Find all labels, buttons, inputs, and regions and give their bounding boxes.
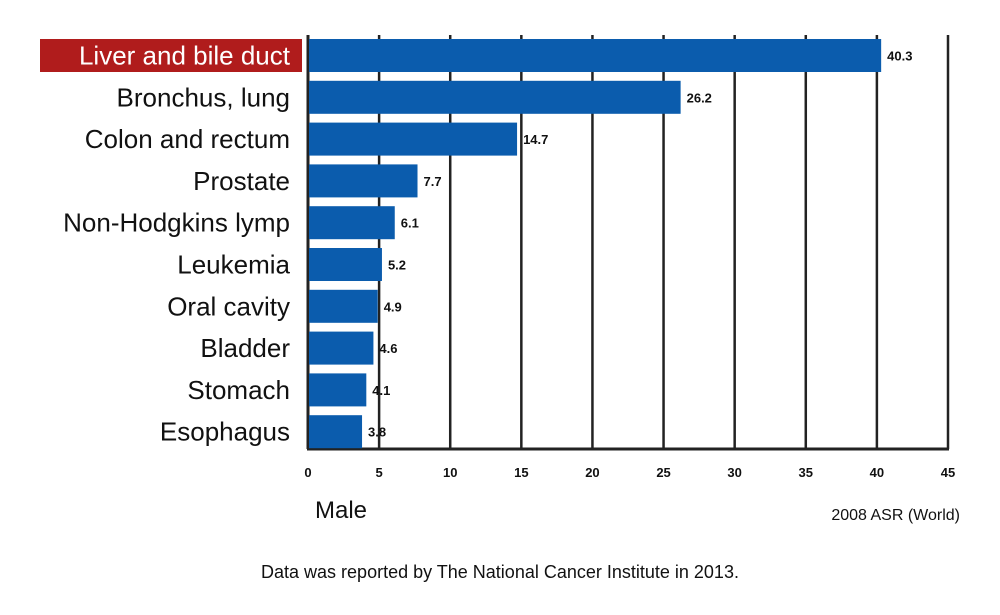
category-label-bladder: Bladder	[200, 333, 290, 363]
value-label-prostate: 7.7	[424, 174, 442, 189]
value-label-oral-cavity: 4.9	[384, 299, 402, 314]
bar-liver-and-bile-duct	[309, 39, 882, 72]
x-tick-label-30: 30	[727, 465, 741, 480]
unit-label: 2008 ASR (World)	[831, 507, 960, 524]
x-tick-label-40: 40	[870, 465, 884, 480]
category-label-oral-cavity: Oral cavity	[167, 291, 290, 321]
bar-layer	[309, 39, 882, 449]
bar-bronchus-lung	[309, 80, 681, 114]
bar-oral-cavity	[309, 289, 378, 323]
x-tick-label-0: 0	[304, 465, 311, 480]
bar-colon-and-rectum	[309, 122, 518, 156]
x-tick-label-5: 5	[375, 465, 382, 480]
category-label-prostate: Prostate	[193, 166, 290, 196]
value-label-esophagus: 3.8	[368, 425, 386, 440]
category-label-stomach: Stomach	[187, 375, 290, 405]
value-label-colon-and-rectum: 14.7	[523, 132, 548, 147]
bar-prostate	[309, 164, 418, 198]
value-label-leukemia: 5.2	[388, 258, 406, 273]
category-label-leukemia: Leukemia	[177, 250, 290, 280]
value-label-bladder: 4.6	[379, 341, 397, 356]
source-note: Data was reported by The National Cancer…	[261, 562, 739, 582]
x-tick-label-20: 20	[585, 465, 599, 480]
bar-esophagus	[309, 415, 363, 449]
x-tick-label-15: 15	[514, 465, 528, 480]
value-label-bronchus-lung: 26.2	[687, 90, 712, 105]
value-label-liver-and-bile-duct: 40.3	[887, 49, 912, 64]
bar-stomach	[309, 373, 367, 407]
value-label-non-hodgkins-lymp: 6.1	[401, 216, 419, 231]
x-tick-label-35: 35	[799, 465, 813, 480]
bar-bladder	[309, 331, 374, 365]
category-label-non-hodgkins-lymp: Non-Hodgkins lymp	[63, 208, 290, 238]
bar-non-hodgkins-lymp	[309, 206, 395, 240]
category-label-bronchus-lung: Bronchus, lung	[117, 82, 290, 112]
label-layer: Liver and bile duct 40.3 Bronchus, lung 26.…	[40, 39, 912, 447]
x-tick-label-25: 25	[656, 465, 670, 480]
bar-leukemia	[309, 248, 382, 281]
tick-layer: 0 5 10 15 20 25 30 35 40 45	[304, 465, 955, 480]
category-label-esophagus: Esophagus	[160, 417, 290, 447]
x-tick-label-45: 45	[941, 465, 955, 480]
value-label-stomach: 4.1	[372, 383, 390, 398]
group-label: Male	[315, 497, 367, 524]
category-label-colon-and-rectum: Colon and rectum	[85, 124, 290, 154]
highlight-box	[40, 39, 302, 72]
category-label-liver-and-bile-duct: Liver and bile duct	[79, 41, 291, 71]
x-tick-label-10: 10	[443, 465, 457, 480]
